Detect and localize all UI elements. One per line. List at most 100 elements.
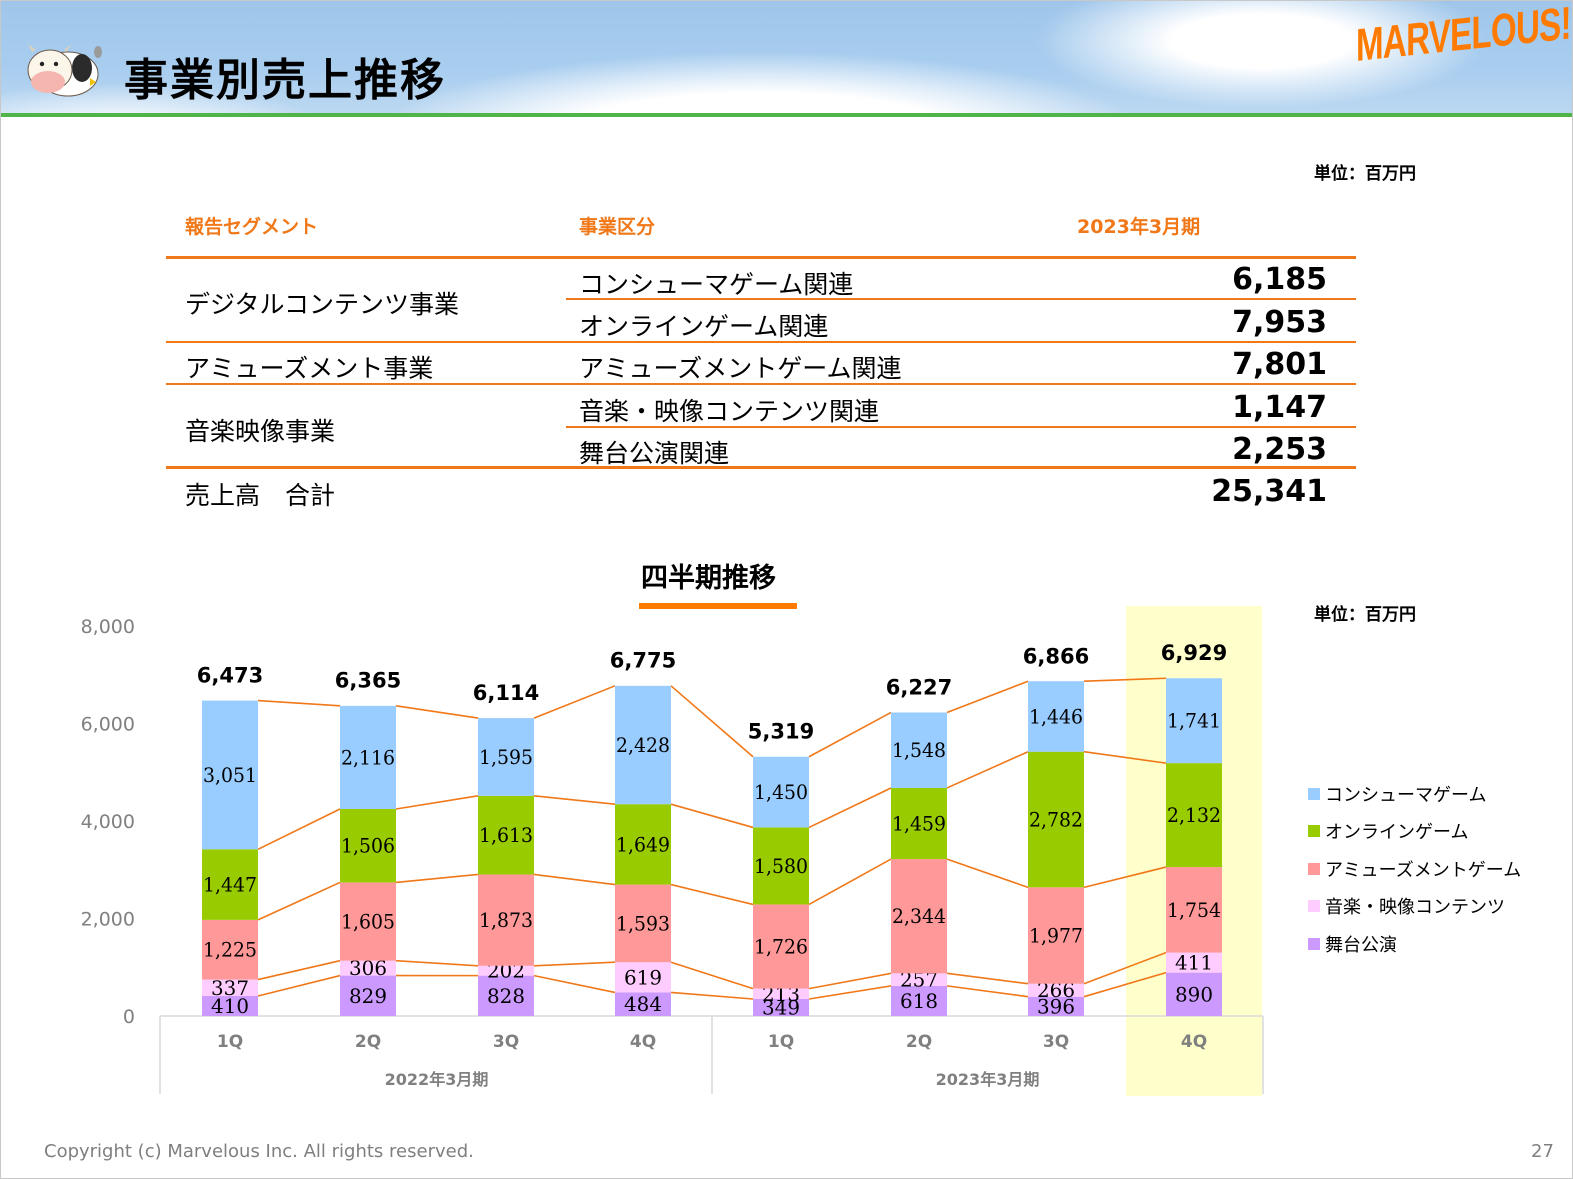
bar-total-label: 6,473: [197, 663, 263, 687]
series-connector-line: [1083, 866, 1167, 889]
series-connector-line: [257, 808, 341, 851]
bar-value-label: 1,726: [754, 935, 808, 959]
bar-segment: [1028, 681, 1084, 752]
series-connector-line: [808, 985, 892, 1000]
header-banner: [1, 1, 1572, 113]
bar-value-label: 396: [1037, 994, 1075, 1018]
series-connector-line: [670, 883, 754, 906]
segment-music-video: 音楽映像事業: [185, 417, 336, 446]
header-divider: [1, 113, 1572, 117]
bar-segment: [1028, 751, 1084, 888]
legend-label: アミューズメントゲーム: [1325, 859, 1522, 881]
bar-segment: [1028, 983, 1084, 997]
value-stage: 2,253: [1232, 432, 1327, 467]
bar-segment: [891, 787, 947, 860]
bar-value-label: 2,782: [1029, 808, 1083, 832]
bar-value-label: 618: [900, 989, 938, 1013]
col-header-fy2023: 2023年3月期: [1077, 216, 1201, 238]
y-tick-label: 8,000: [81, 616, 135, 638]
bar-segment: [1166, 867, 1222, 953]
value-online-game: 7,953: [1232, 305, 1327, 340]
legend-item: 舞台公演: [1308, 925, 1521, 963]
col-header-segment: 報告セグメント: [185, 216, 319, 238]
legend-item: 音楽・映像コンテンツ: [1308, 888, 1521, 926]
legend-label: コンシューマゲーム: [1325, 784, 1487, 806]
bar-value-label: 1,580: [754, 854, 808, 878]
series-connector-line: [946, 680, 1029, 714]
series-connector-line: [1083, 677, 1167, 683]
bar-value-label: 890: [1175, 982, 1213, 1006]
series-connector-line: [533, 685, 616, 719]
category-consumer-game: コンシューマゲーム関連: [579, 270, 854, 299]
table-total-rule: [166, 466, 1356, 469]
bar-total-label: 6,929: [1161, 641, 1227, 665]
table-unit-label: 単位：百万円: [1314, 164, 1416, 184]
legend-item: コンシューマゲーム: [1308, 775, 1521, 813]
series-connector-line: [257, 881, 341, 921]
legend-swatch: [1308, 825, 1320, 838]
bar-value-label: 1,446: [1029, 704, 1083, 728]
bar-segment: [1166, 972, 1222, 1016]
series-connector-line: [1083, 750, 1167, 764]
legend-swatch: [1308, 862, 1320, 875]
category-stage: 舞台公演関連: [579, 439, 730, 468]
legend-swatch: [1308, 900, 1320, 913]
bar-segment: [202, 919, 258, 980]
bar-segment: [478, 874, 534, 966]
bar-segment: [891, 985, 947, 1016]
series-connector-line: [533, 873, 616, 886]
bar-value-label: 2,344: [892, 904, 946, 928]
bar-segment: [478, 795, 534, 875]
series-connector-line: [670, 961, 754, 990]
series-connector-line: [946, 750, 1029, 789]
segment-amusement: アミューズメント事業: [185, 354, 434, 383]
bar-total-label: 6,114: [473, 681, 539, 705]
y-tick-label: 0: [123, 1006, 135, 1028]
bar-segment: [478, 975, 534, 1016]
bar-value-label: 349: [762, 995, 800, 1019]
x-tick-label: 4Q: [630, 1032, 656, 1052]
cow-mascot-icon: [27, 44, 102, 97]
series-connector-line: [395, 959, 479, 967]
bar-value-label: 1,649: [616, 832, 670, 856]
series-connector-line: [533, 795, 616, 805]
series-connector-line: [670, 685, 754, 758]
row-divider: [166, 383, 1356, 385]
bar-value-label: 828: [487, 984, 525, 1008]
legend-label: 舞台公演: [1325, 934, 1397, 956]
bar-segment: [1028, 996, 1084, 1016]
bar-value-label: 1,873: [479, 908, 533, 932]
x-tick-label: 1Q: [217, 1032, 243, 1052]
bar-total-label: 5,319: [748, 720, 814, 744]
series-connector-line: [533, 961, 616, 967]
bar-segment: [615, 685, 671, 805]
bar-segment: [753, 988, 809, 999]
x-tick-label: 2Q: [355, 1032, 381, 1052]
x-tick-label: 2Q: [906, 1032, 932, 1052]
row-divider: [566, 298, 1356, 300]
bar-segment: [1166, 678, 1222, 764]
segment-digital: デジタルコンテンツ事業: [185, 290, 460, 319]
bar-segment: [1028, 887, 1084, 984]
bar-segment: [615, 992, 671, 1016]
bar-value-label: 484: [624, 992, 662, 1016]
series-connector-line: [808, 972, 892, 990]
bar-segment: [340, 809, 396, 883]
y-tick-label: 6,000: [81, 714, 135, 736]
series-connector-line: [257, 699, 341, 707]
col-header-category: 事業区分: [579, 216, 656, 238]
series-connector-line: [670, 991, 754, 1000]
value-total: 25,341: [1211, 474, 1327, 509]
bar-segment: [340, 882, 396, 961]
bar-segment: [891, 973, 947, 986]
bar-segment: [753, 756, 809, 828]
legend-label: オンラインゲーム: [1325, 822, 1469, 844]
series-connector-line: [533, 974, 616, 994]
value-amusement-game: 7,801: [1232, 347, 1327, 382]
bar-segment: [891, 859, 947, 974]
bar-segment: [615, 884, 671, 963]
y-tick-label: 2,000: [81, 909, 135, 931]
bar-value-label: 337: [211, 976, 249, 1000]
bar-segment: [340, 705, 396, 810]
bar-value-label: 619: [624, 965, 662, 989]
